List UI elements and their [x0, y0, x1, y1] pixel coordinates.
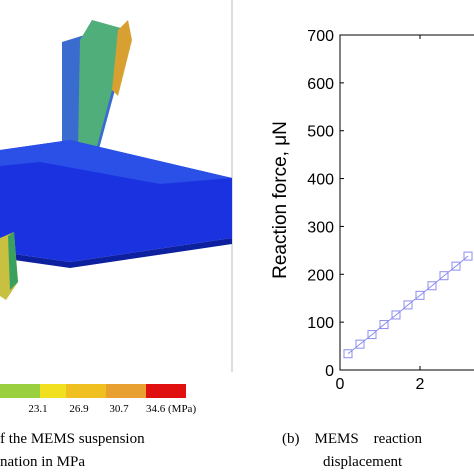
y-axis-label: Reaction force, μN: [270, 121, 291, 279]
beam-stress: [78, 20, 128, 150]
colorbar-segment: [66, 384, 106, 398]
plot-frame: [339, 34, 474, 371]
plate-top: [0, 140, 232, 184]
marker: [379, 320, 389, 330]
marker: [403, 300, 413, 310]
marker: [451, 261, 461, 271]
y-tick-label: 700: [307, 28, 334, 45]
series-line: [347, 255, 469, 355]
marker: [355, 339, 365, 349]
colorbar-segment: [40, 384, 66, 398]
caption-line: nation in MPa: [0, 454, 85, 470]
marker: [415, 290, 425, 300]
colorbar-label: 30.7: [109, 403, 129, 415]
caption-line: (b) MEMS reaction: [282, 431, 422, 447]
x-tick-label: 0: [336, 376, 345, 393]
marker: [463, 251, 473, 261]
y-tick-label: 0: [325, 363, 334, 380]
colorbar-label: 23.1: [28, 403, 47, 415]
marker: [343, 349, 353, 359]
fem-image: 23.1 26.9 30.7 34.6 (MPa) f the MEMS sus…: [0, 0, 233, 470]
caption-line: displacement: [323, 454, 403, 470]
y-tick-label: 200: [307, 267, 334, 284]
colorbar-label: 26.9: [69, 403, 89, 415]
beam-lower-stress: [8, 232, 18, 290]
y-tick-label: 600: [307, 76, 334, 93]
y-tick-label: 400: [307, 172, 334, 189]
colorbar-label: 34.6 (MPa): [146, 403, 196, 415]
colorbar-segment: [0, 384, 40, 398]
marker: [367, 330, 377, 340]
marker: [439, 271, 449, 281]
y-tick-label: 100: [307, 315, 334, 332]
x-tick-label: 2: [416, 376, 425, 393]
marker: [427, 281, 437, 291]
colorbar-segment: [146, 384, 186, 398]
colorbar-segment: [106, 384, 146, 398]
plate-edge: [0, 238, 232, 268]
y-tick-label: 500: [307, 124, 334, 141]
beam-edge: [112, 20, 132, 96]
caption-line: f the MEMS suspension: [0, 431, 145, 447]
chart: Reaction force, μN (b) MEMS reaction dis…: [270, 28, 474, 470]
y-tick-label: 300: [307, 219, 334, 236]
marker: [391, 310, 401, 320]
